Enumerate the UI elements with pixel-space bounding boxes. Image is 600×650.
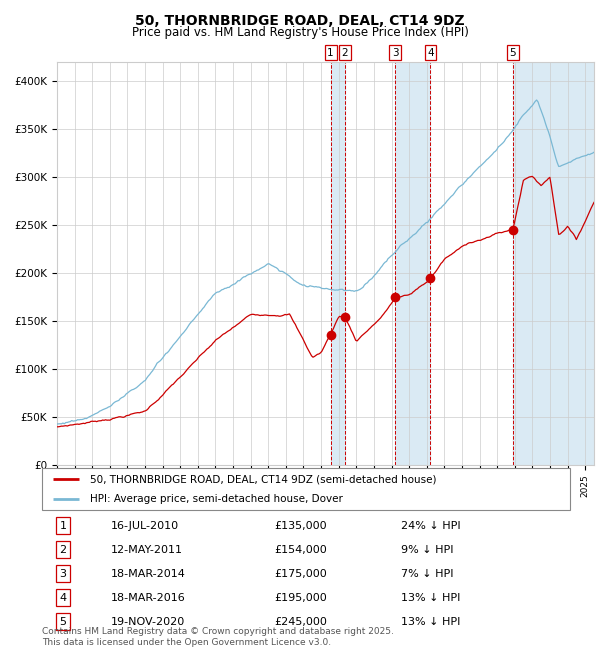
Text: 7% ↓ HPI: 7% ↓ HPI (401, 569, 454, 578)
Text: 19-NOV-2020: 19-NOV-2020 (110, 617, 185, 627)
Text: £175,000: £175,000 (274, 569, 327, 578)
Text: 12-MAY-2011: 12-MAY-2011 (110, 545, 182, 554)
Text: 13% ↓ HPI: 13% ↓ HPI (401, 593, 460, 603)
Text: 13% ↓ HPI: 13% ↓ HPI (401, 617, 460, 627)
Text: 2: 2 (59, 545, 67, 554)
Text: £154,000: £154,000 (274, 545, 327, 554)
Text: 16-JUL-2010: 16-JUL-2010 (110, 521, 179, 530)
Text: 2: 2 (342, 47, 349, 58)
Text: 1: 1 (59, 521, 67, 530)
Bar (331, 62, 345, 465)
Text: Price paid vs. HM Land Registry's House Price Index (HPI): Price paid vs. HM Land Registry's House … (131, 26, 469, 39)
Text: £135,000: £135,000 (274, 521, 327, 530)
Text: 18-MAR-2016: 18-MAR-2016 (110, 593, 185, 603)
Text: 50, THORNBRIDGE ROAD, DEAL, CT14 9DZ: 50, THORNBRIDGE ROAD, DEAL, CT14 9DZ (135, 14, 465, 29)
Text: 5: 5 (59, 617, 67, 627)
Bar (512, 62, 594, 465)
Text: 4: 4 (59, 593, 67, 603)
Text: 18-MAR-2014: 18-MAR-2014 (110, 569, 185, 578)
Text: 3: 3 (392, 47, 398, 58)
Text: 1: 1 (327, 47, 334, 58)
Text: 50, THORNBRIDGE ROAD, DEAL, CT14 9DZ (semi-detached house): 50, THORNBRIDGE ROAD, DEAL, CT14 9DZ (se… (89, 474, 436, 484)
Text: HPI: Average price, semi-detached house, Dover: HPI: Average price, semi-detached house,… (89, 494, 343, 504)
Text: 24% ↓ HPI: 24% ↓ HPI (401, 521, 461, 530)
Text: 5: 5 (509, 47, 516, 58)
Text: £195,000: £195,000 (274, 593, 327, 603)
Bar (395, 62, 430, 465)
Text: 3: 3 (59, 569, 67, 578)
Text: 4: 4 (427, 47, 434, 58)
Text: £245,000: £245,000 (274, 617, 327, 627)
FancyBboxPatch shape (42, 468, 570, 510)
Text: Contains HM Land Registry data © Crown copyright and database right 2025.
This d: Contains HM Land Registry data © Crown c… (42, 627, 394, 647)
Text: 9% ↓ HPI: 9% ↓ HPI (401, 545, 454, 554)
